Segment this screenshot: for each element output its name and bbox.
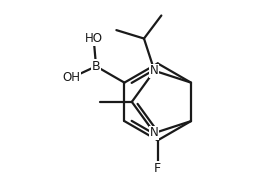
Text: F: F bbox=[154, 161, 161, 175]
Text: B: B bbox=[92, 60, 100, 73]
Text: OH: OH bbox=[62, 71, 80, 84]
Text: N: N bbox=[150, 64, 159, 77]
Text: N: N bbox=[150, 127, 159, 139]
Text: HO: HO bbox=[85, 32, 103, 45]
